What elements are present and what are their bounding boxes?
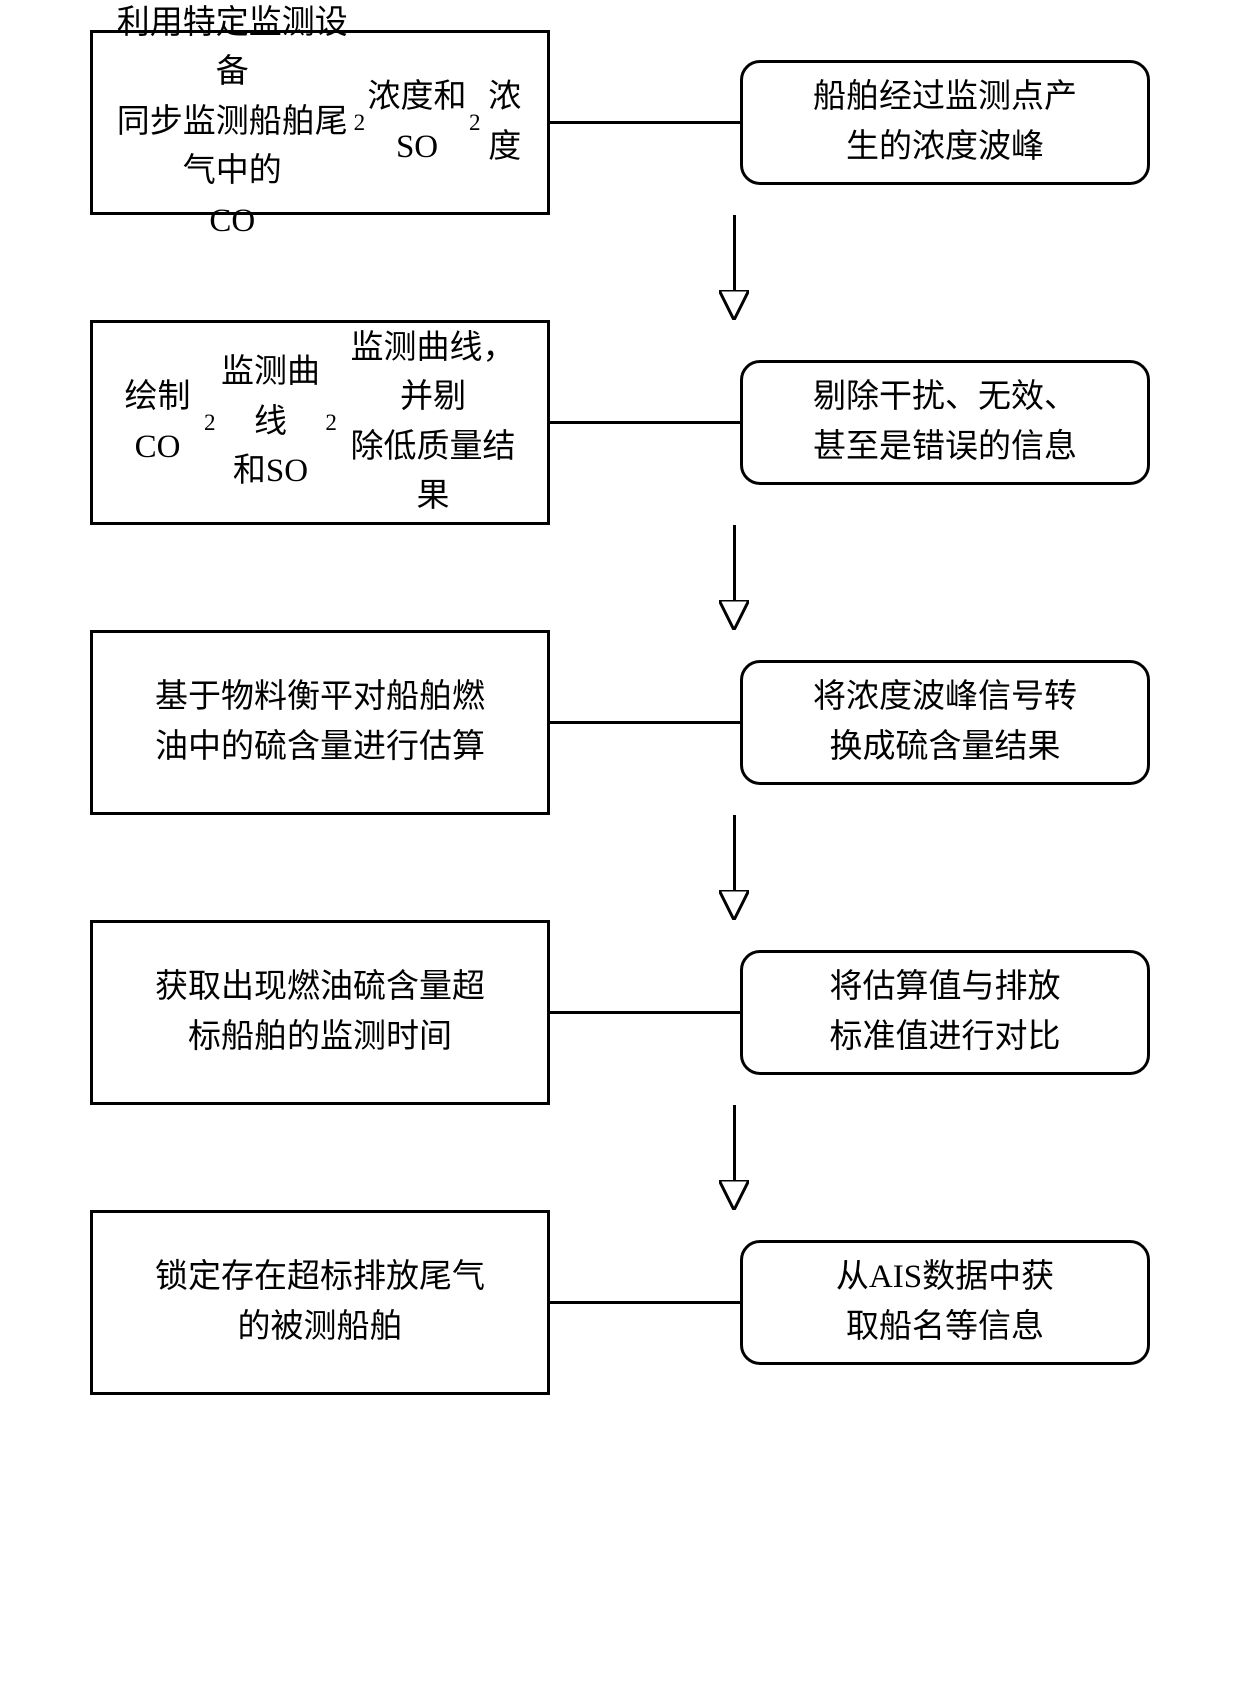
note-box-5: 从AIS数据中获取船名等信息	[740, 1240, 1150, 1365]
process-box-2: 绘制CO2监测曲线和SO2监测曲线，并剔除低质量结果	[90, 320, 550, 525]
process-box-4: 获取出现燃油硫含量超标船舶的监测时间	[90, 920, 550, 1105]
connector-1	[550, 121, 740, 124]
arrow-line-3	[733, 815, 736, 890]
process-box-5: 锁定存在超标排放尾气的被测船舶	[90, 1210, 550, 1395]
arrow-head-1	[719, 290, 749, 320]
arrow-1	[318, 215, 1150, 320]
arrow-head-4	[719, 1180, 749, 1210]
connector-5	[550, 1301, 740, 1304]
arrow-line-2	[733, 525, 736, 600]
note-box-2: 剔除干扰、无效、甚至是错误的信息	[740, 360, 1150, 485]
process-box-1: 利用特定监测设备同步监测船舶尾气中的CO2浓度和SO2浓度	[90, 30, 550, 215]
arrow-head-2	[719, 600, 749, 630]
process-box-3: 基于物料衡平对船舶燃油中的硫含量进行估算	[90, 630, 550, 815]
flow-row-1: 利用特定监测设备同步监测船舶尾气中的CO2浓度和SO2浓度 船舶经过监测点产生的…	[90, 30, 1150, 215]
arrow-line-4	[733, 1105, 736, 1180]
flow-row-2: 绘制CO2监测曲线和SO2监测曲线，并剔除低质量结果 剔除干扰、无效、甚至是错误…	[90, 320, 1150, 525]
note-box-1: 船舶经过监测点产生的浓度波峰	[740, 60, 1150, 185]
arrow-3	[318, 815, 1150, 920]
note-box-3: 将浓度波峰信号转换成硫含量结果	[740, 660, 1150, 785]
arrow-2	[318, 525, 1150, 630]
flow-row-5: 锁定存在超标排放尾气的被测船舶 从AIS数据中获取船名等信息	[90, 1210, 1150, 1395]
flow-row-3: 基于物料衡平对船舶燃油中的硫含量进行估算 将浓度波峰信号转换成硫含量结果	[90, 630, 1150, 815]
flowchart-container: 利用特定监测设备同步监测船舶尾气中的CO2浓度和SO2浓度 船舶经过监测点产生的…	[90, 30, 1150, 1395]
connector-4	[550, 1011, 740, 1014]
flow-row-4: 获取出现燃油硫含量超标船舶的监测时间 将估算值与排放标准值进行对比	[90, 920, 1150, 1105]
arrow-head-3	[719, 890, 749, 920]
connector-3	[550, 721, 740, 724]
arrow-line-1	[733, 215, 736, 290]
note-box-4: 将估算值与排放标准值进行对比	[740, 950, 1150, 1075]
arrow-4	[318, 1105, 1150, 1210]
connector-2	[550, 421, 740, 424]
